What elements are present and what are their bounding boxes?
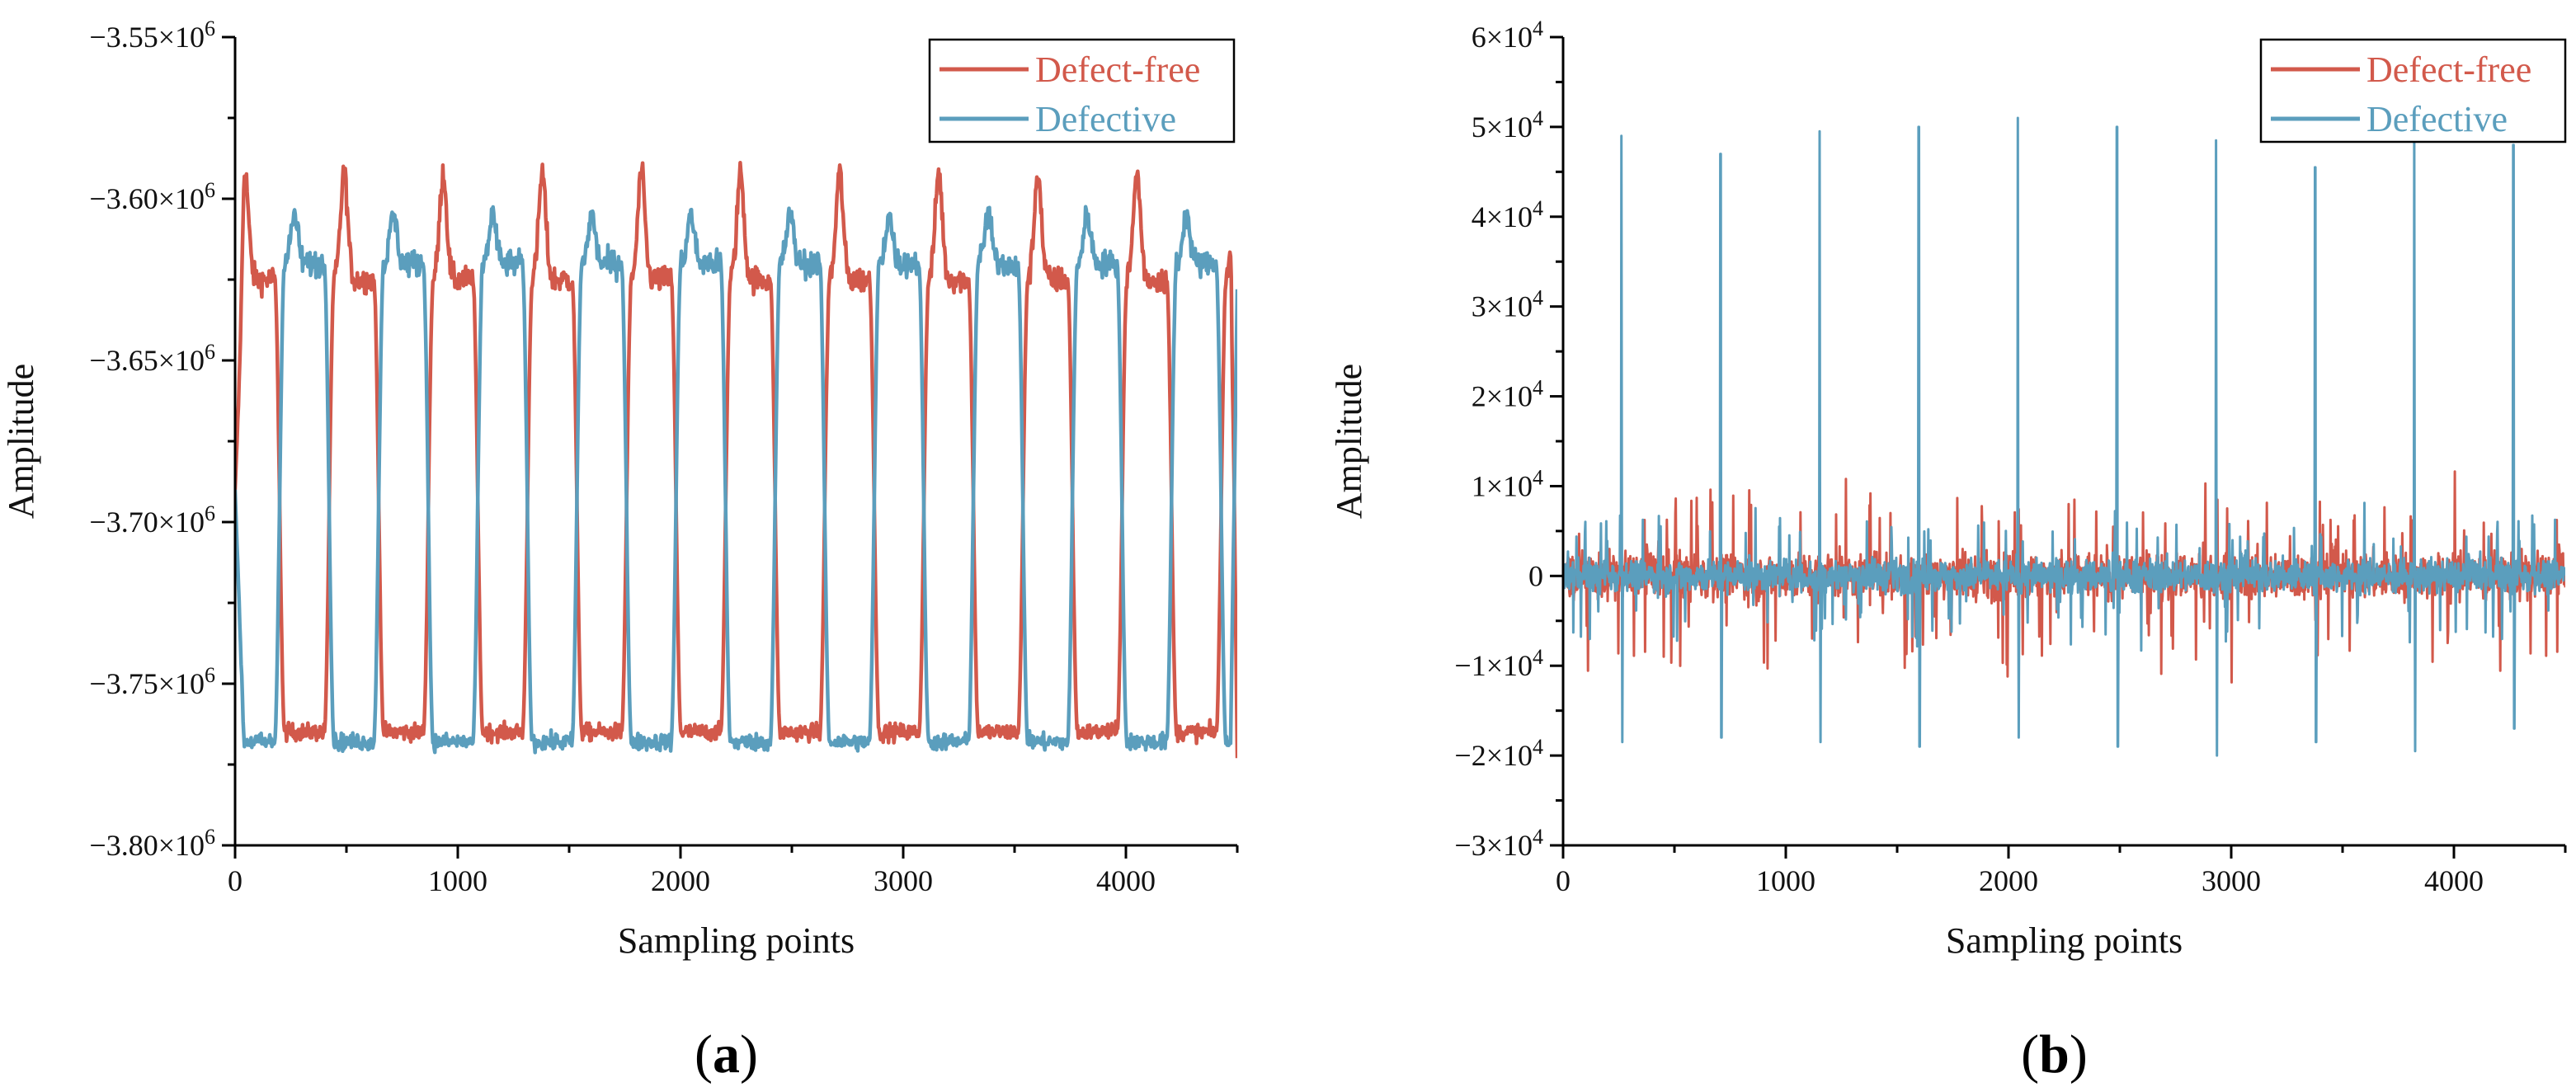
x-tick-label: 3000 — [874, 864, 933, 897]
legend: Defect-free Defective — [2259, 38, 2567, 144]
y-tick-label: −3.60×106 — [89, 178, 215, 216]
plot-area — [235, 161, 1237, 759]
y-axis-title: Amplitude — [1, 364, 41, 519]
x-tick-label: 4000 — [1096, 864, 1156, 897]
legend: Defect-free Defective — [928, 38, 1236, 144]
y-tick-label: −1×104 — [1454, 645, 1543, 683]
series-line-defective — [235, 205, 1237, 755]
y-tick-label: −3.55×106 — [89, 16, 215, 54]
chart-panel-a: 0 1000 2000 3000 4000 −3.80×106 −3.75×106 −3.70… — [1, 16, 1239, 1085]
y-tick-label: 5×104 — [1472, 106, 1543, 144]
y-tick-label: 6×104 — [1472, 16, 1543, 54]
y-tick-label: 3×104 — [1472, 285, 1543, 323]
y-tick-label: 0 — [1528, 559, 1543, 592]
x-tick-label: 3000 — [2202, 864, 2261, 897]
x-tick-label: 4000 — [2424, 864, 2484, 897]
panel-label: (a) — [695, 1024, 758, 1085]
y-tick-label: 1×104 — [1472, 465, 1543, 503]
legend-entry-label: Defective — [1035, 99, 1176, 139]
chart-panel-b: 0 1000 2000 3000 4000 −3×104 −2×104 −1×104 0 1×10… — [1329, 16, 2567, 1085]
plot-area — [1563, 116, 2565, 757]
y-tick-label: 2×104 — [1472, 375, 1543, 413]
x-tick-label: 1000 — [428, 864, 487, 897]
y-axis-title: Amplitude — [1329, 364, 1369, 519]
series-line-defect-free — [235, 161, 1237, 759]
y-tick-label: −3×104 — [1454, 825, 1543, 863]
x-tick-label: 0 — [228, 864, 243, 897]
x-tick-label: 2000 — [651, 864, 710, 897]
x-axis-title: Sampling points — [1946, 920, 2183, 961]
y-tick-label: 4×104 — [1472, 195, 1543, 233]
legend-box — [2259, 38, 2567, 144]
y-tick-label: −3.75×106 — [89, 663, 215, 701]
x-tick-label: 0 — [1556, 864, 1571, 897]
y-tick-label: −3.65×106 — [89, 340, 215, 378]
x-tick-label: 2000 — [1979, 864, 2038, 897]
x-tick-label: 1000 — [1756, 864, 1815, 897]
legend-entry-label: Defective — [2366, 99, 2508, 139]
legend-box — [928, 38, 1236, 144]
series-line-defective — [1563, 116, 2565, 757]
x-axis-title: Sampling points — [618, 920, 855, 961]
legend-entry-label: Defect-free — [1035, 49, 1200, 90]
panel-label: (b) — [2021, 1024, 2088, 1085]
legend-entry-label: Defect-free — [2366, 49, 2531, 90]
y-tick-label: −3.70×106 — [89, 501, 215, 539]
y-tick-label: −2×104 — [1454, 735, 1543, 773]
y-tick-label: −3.80×106 — [89, 825, 215, 863]
